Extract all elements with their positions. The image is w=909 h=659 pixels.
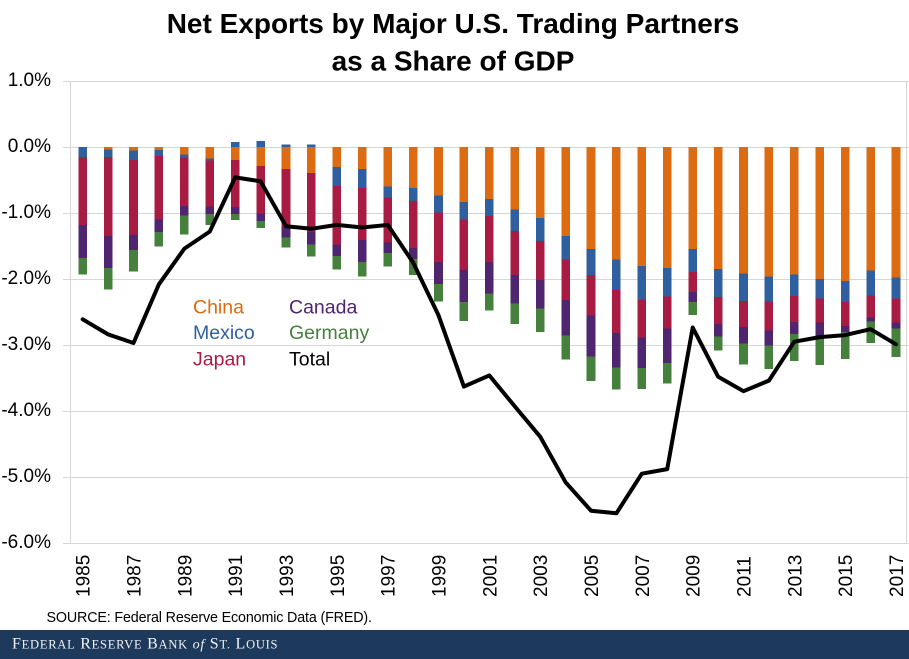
svg-text:Japan: Japan [193,349,246,371]
svg-text:2011: 2011 [735,556,756,597]
svg-text:1985: 1985 [74,555,95,597]
svg-text:Germany: Germany [289,322,369,344]
svg-text:2009: 2009 [684,555,705,597]
svg-text:FEDERAL RESERVE BANK of ST. LO: FEDERAL RESERVE BANK of ST. LOUIS [12,636,278,653]
svg-text:China: China [193,297,244,319]
svg-text:-1.0%: -1.0% [1,202,51,223]
svg-text:2001: 2001 [480,555,501,597]
svg-text:2013: 2013 [785,555,806,597]
svg-text:0.0%: 0.0% [8,136,51,157]
svg-text:2003: 2003 [531,555,552,597]
svg-text:1987: 1987 [125,555,146,597]
svg-text:2005: 2005 [582,555,603,597]
svg-text:1997: 1997 [379,555,400,597]
svg-text:1989: 1989 [175,555,196,597]
svg-text:-6.0%: -6.0% [1,532,51,553]
svg-text:-4.0%: -4.0% [1,400,51,421]
svg-text:-3.0%: -3.0% [1,334,51,355]
svg-text:Net Exports by Major U.S. Trad: Net Exports by Major U.S. Trading Partne… [167,8,740,39]
svg-text:SOURCE: Federal Reserve Econom: SOURCE: Federal Reserve Economic Data (F… [47,610,372,626]
svg-text:1993: 1993 [277,555,298,597]
svg-text:1991: 1991 [226,555,247,597]
svg-text:-2.0%: -2.0% [1,268,51,289]
svg-text:2017: 2017 [887,555,908,597]
svg-text:-5.0%: -5.0% [1,466,51,487]
svg-text:1999: 1999 [430,555,451,597]
svg-text:as a Share of GDP: as a Share of GDP [332,46,575,77]
svg-text:Mexico: Mexico [193,322,255,344]
svg-text:Total: Total [289,349,330,371]
svg-text:1995: 1995 [328,555,349,597]
svg-text:Canada: Canada [289,297,357,319]
svg-text:1.0%: 1.0% [8,70,51,91]
svg-text:2007: 2007 [633,555,654,597]
svg-text:2015: 2015 [836,555,857,597]
